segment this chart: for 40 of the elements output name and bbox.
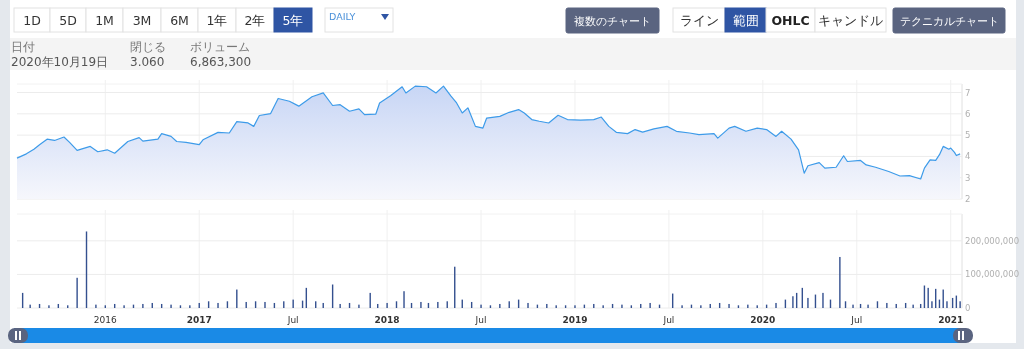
text: 1D [23, 12, 41, 28]
y-tick-label: 3 [965, 172, 971, 183]
x-tick-label: Jul [286, 315, 299, 325]
text: キャンドル [818, 12, 883, 28]
text: 範囲 [732, 12, 759, 28]
text: 日付 [11, 40, 35, 54]
y-tick-label: 6 [965, 108, 971, 119]
text: 3.060 [130, 55, 165, 69]
y-tick-label: 0 [965, 303, 971, 313]
text: 6,863,300 [190, 55, 252, 69]
text: 2020年10月19日 [11, 55, 109, 69]
x-tick-label: Jul [662, 315, 675, 325]
x-tick-label: 2021 [938, 315, 964, 325]
text: 5年 [282, 12, 304, 28]
x-tick-label: Jul [474, 315, 487, 325]
text: 5D [59, 12, 77, 28]
y-tick-label: 5 [965, 130, 971, 141]
text: 3M [132, 12, 152, 28]
x-tick-label: Jul [850, 315, 863, 325]
text: OHLC [771, 12, 810, 28]
text: テクニカルチャート [899, 14, 999, 28]
text: 閉じる [130, 40, 166, 54]
x-tick-label: 2016 [93, 315, 118, 325]
text: 6M [170, 12, 189, 28]
text: ボリューム [190, 40, 250, 54]
text: 2年 [244, 12, 266, 28]
text: DAILY [329, 11, 356, 22]
text: ライン [679, 12, 719, 28]
y-tick-label: 4 [965, 151, 971, 162]
x-tick-label: 2017 [186, 315, 212, 325]
text: 1M [95, 12, 114, 28]
x-tick-label: 2020 [750, 315, 776, 325]
text: 1年 [206, 12, 228, 28]
y-tick-label: 200,000,000 [965, 235, 1020, 246]
y-tick-label: 100,000,000 [965, 269, 1020, 280]
text: 複数のチャート [574, 14, 651, 28]
y-tick-label: 2 [965, 194, 971, 204]
x-tick-label: 2019 [562, 315, 588, 325]
x-tick-label: 2018 [374, 315, 400, 325]
y-tick-label: 7 [965, 87, 971, 98]
